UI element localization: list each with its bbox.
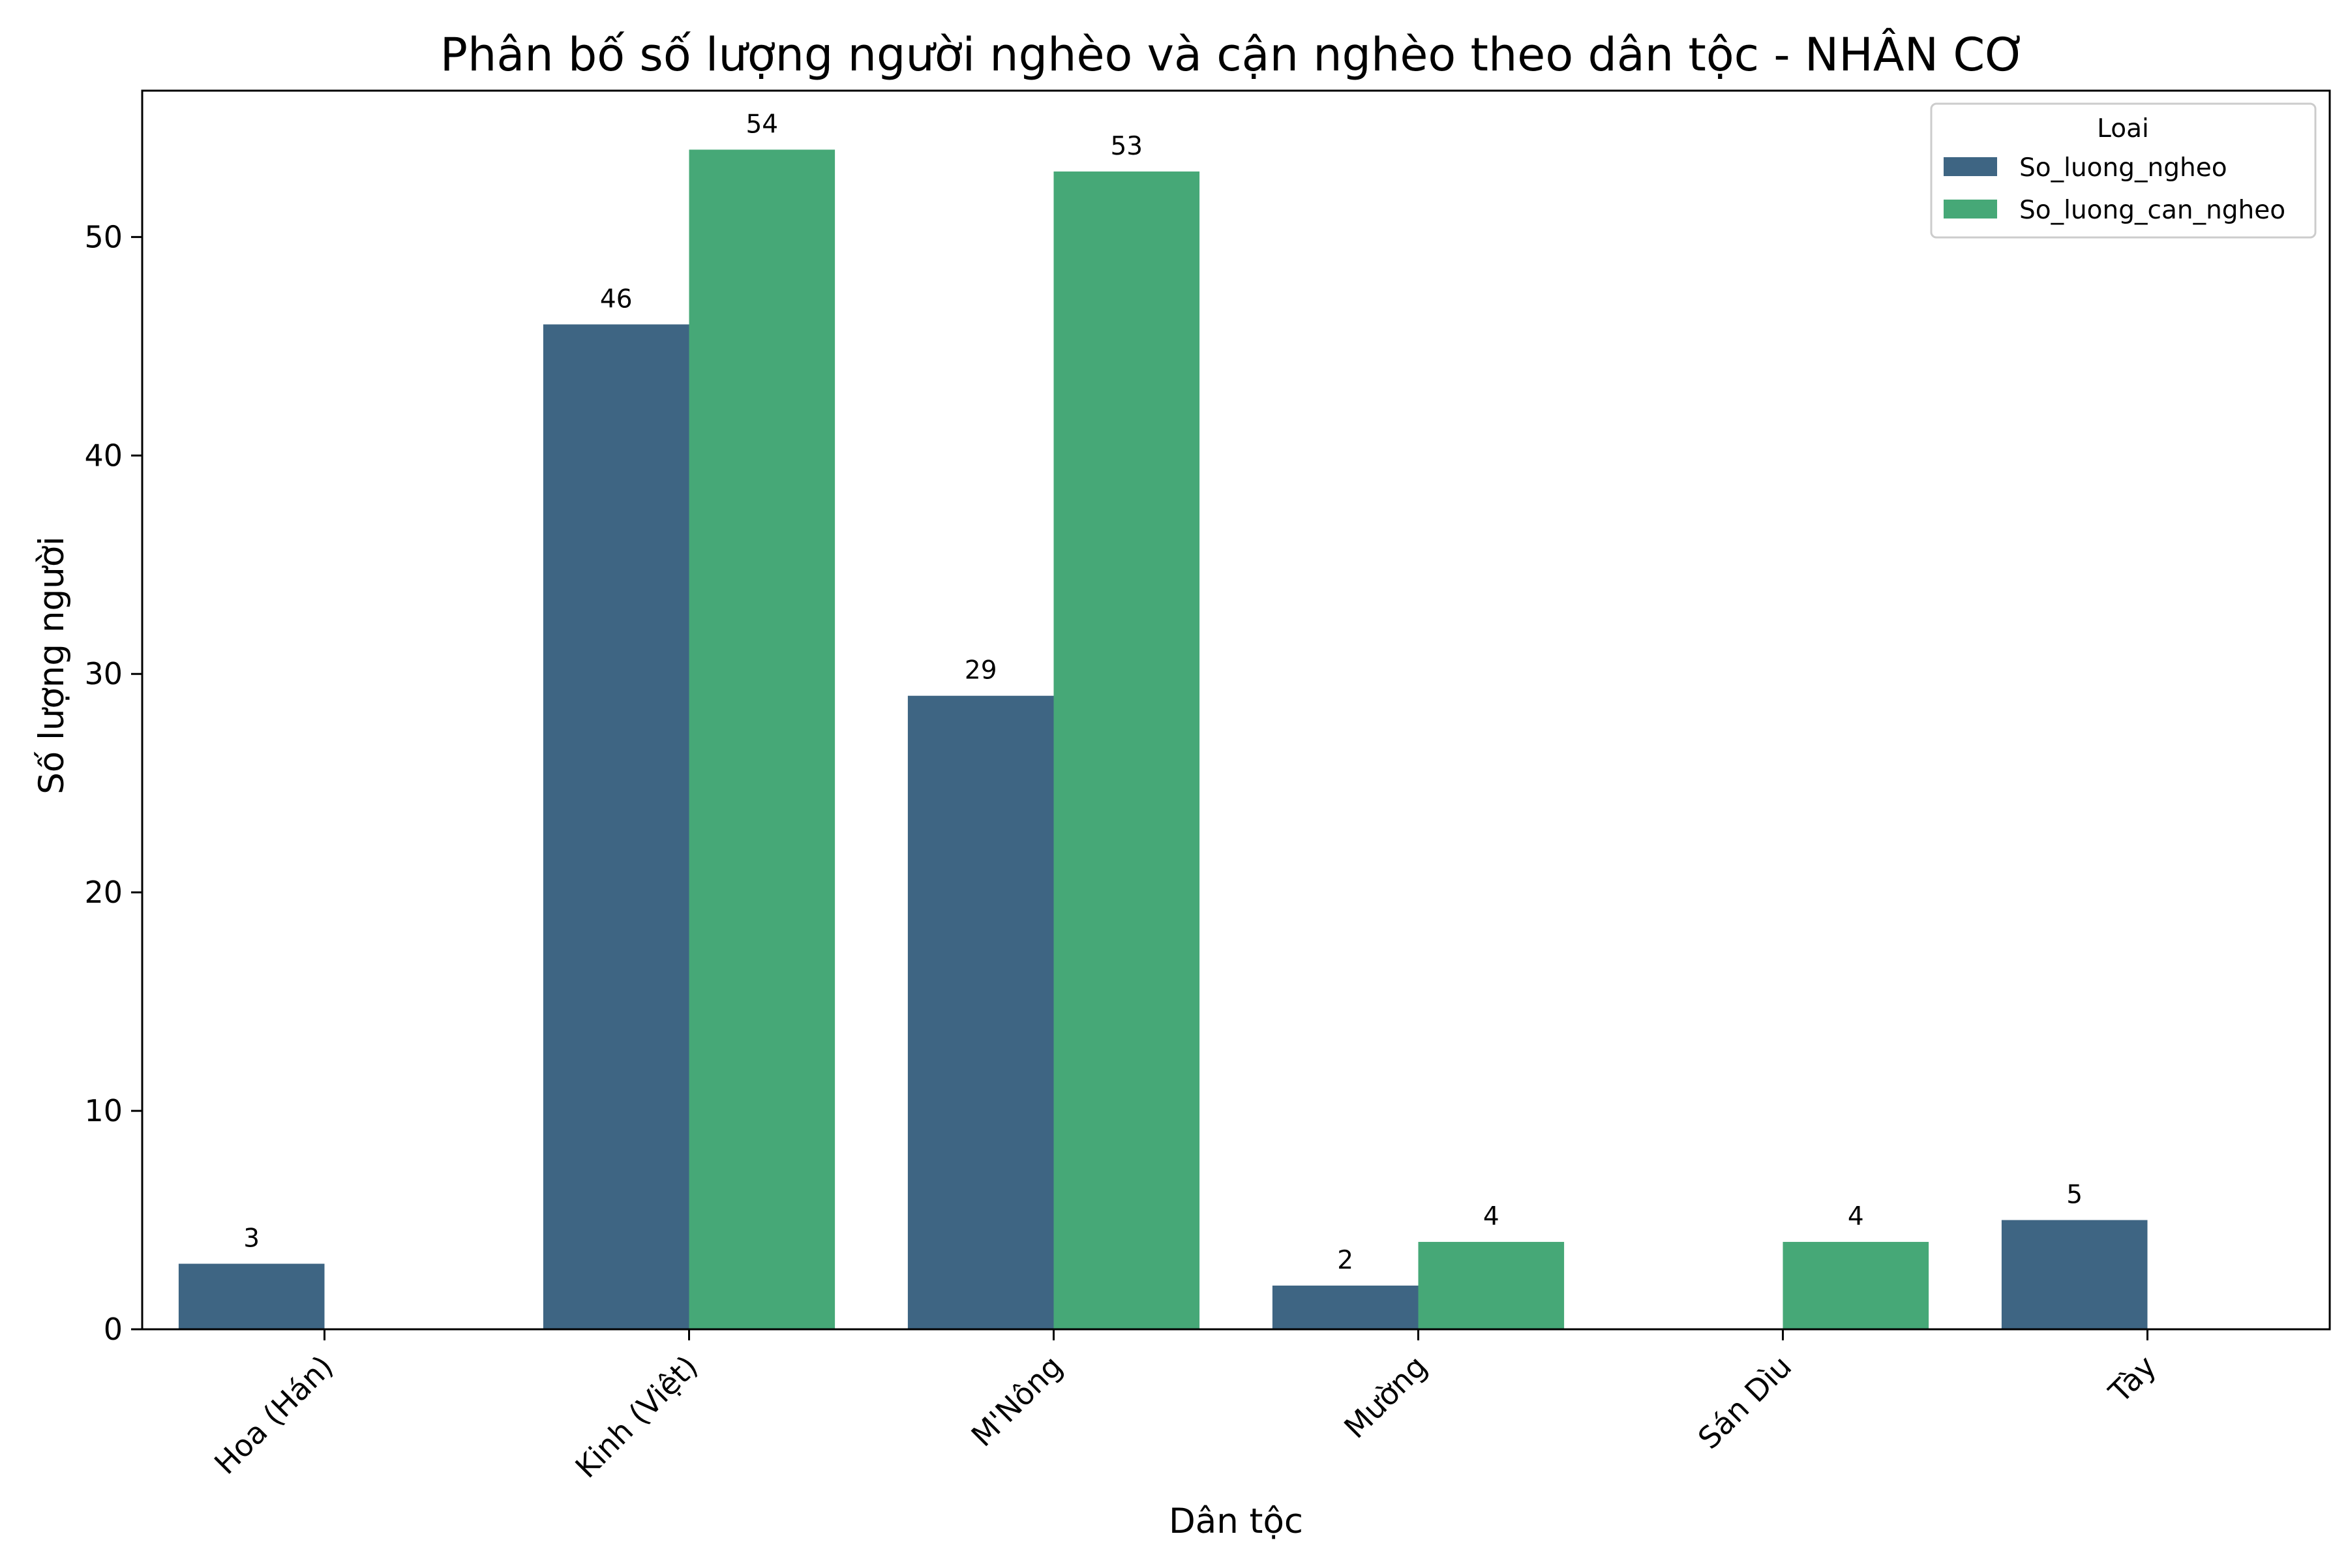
y-tick-label-0: 0 [104, 1312, 123, 1347]
y-tick-label-30: 30 [84, 656, 123, 691]
data-label-so-luong-can-ngheo-muong: 4 [1483, 1202, 1499, 1231]
y-tick-label-40: 40 [84, 438, 123, 473]
data-label-so-luong-ngheo-kinh-viet: 46 [600, 284, 633, 314]
plot-area-frame [141, 89, 2331, 1331]
y-tick-label-20: 20 [84, 875, 123, 910]
legend-frame [1930, 102, 2317, 239]
legend-label-so-luong-ngheo: So_luong_ngheo [2019, 153, 2227, 183]
data-label-so-luong-can-ngheo-m-nong: 53 [1110, 132, 1143, 161]
x-tick-label-san-diu: Sán Dìu [1691, 1349, 1798, 1456]
bars-layer [178, 149, 2148, 1329]
x-tick-label-kinh-viet: Kinh (Việt) [568, 1349, 704, 1485]
legend-swatch-so-luong-can-ngheo [1944, 200, 1997, 219]
bar-so-luong-can-ngheo-san-diu [1783, 1242, 1929, 1329]
bar-so-luong-ngheo-tay [2001, 1220, 2148, 1329]
data-label-so-luong-ngheo-m-nong: 29 [965, 656, 997, 686]
chart-title: Phân bố số lượng người nghèo và cận nghè… [440, 28, 2026, 82]
bar-so-luong-ngheo-hoa-han [178, 1263, 325, 1329]
x-tick-label-hoa-han: Hoa (Hán) [207, 1349, 340, 1481]
bar-so-luong-ngheo-kinh-viet [543, 324, 689, 1329]
data-label-so-luong-ngheo-muong: 2 [1337, 1246, 1353, 1275]
y-tick-label-10: 10 [84, 1093, 123, 1128]
data-labels-layer: 3 46 54 29 53 2 4 4 5 [243, 110, 2083, 1275]
x-tick-label-tay: Tày [2101, 1349, 2163, 1410]
x-tick-label-muong: Mường [1337, 1349, 1434, 1445]
bar-so-luong-can-ngheo-m-nong [1053, 171, 1200, 1329]
bar-so-luong-ngheo-muong [1272, 1286, 1419, 1329]
y-axis-label: Số lượng người [32, 536, 72, 794]
data-label-so-luong-ngheo-hoa-han: 3 [243, 1224, 260, 1254]
x-axis-label: Dân tộc [1169, 1501, 1303, 1541]
data-label-so-luong-ngheo-tay: 5 [2066, 1181, 2083, 1210]
legend: Loai So_luong_ngheo So_luong_can_ngheo [1930, 102, 2317, 239]
legend-label-so-luong-can-ngheo: So_luong_can_ngheo [2019, 196, 2285, 225]
x-tick-label-m-nong: M'Nông [965, 1349, 1070, 1454]
data-label-so-luong-can-ngheo-kinh-viet: 54 [745, 110, 778, 139]
legend-title: Loai [2097, 114, 2149, 143]
bar-so-luong-can-ngheo-muong [1418, 1242, 1565, 1329]
y-tick-label-50: 50 [84, 219, 123, 254]
axes-layer: Hoa (Hán) Kinh (Việt) M'Nông Mường Sán Dìu Tà… [84, 89, 2331, 1485]
data-label-so-luong-can-ngheo-san-diu: 4 [1848, 1202, 1864, 1231]
bar-so-luong-ngheo-m-nong [907, 695, 1054, 1329]
bar-so-luong-can-ngheo-kinh-viet [689, 149, 835, 1329]
legend-swatch-so-luong-ngheo [1944, 157, 1997, 176]
